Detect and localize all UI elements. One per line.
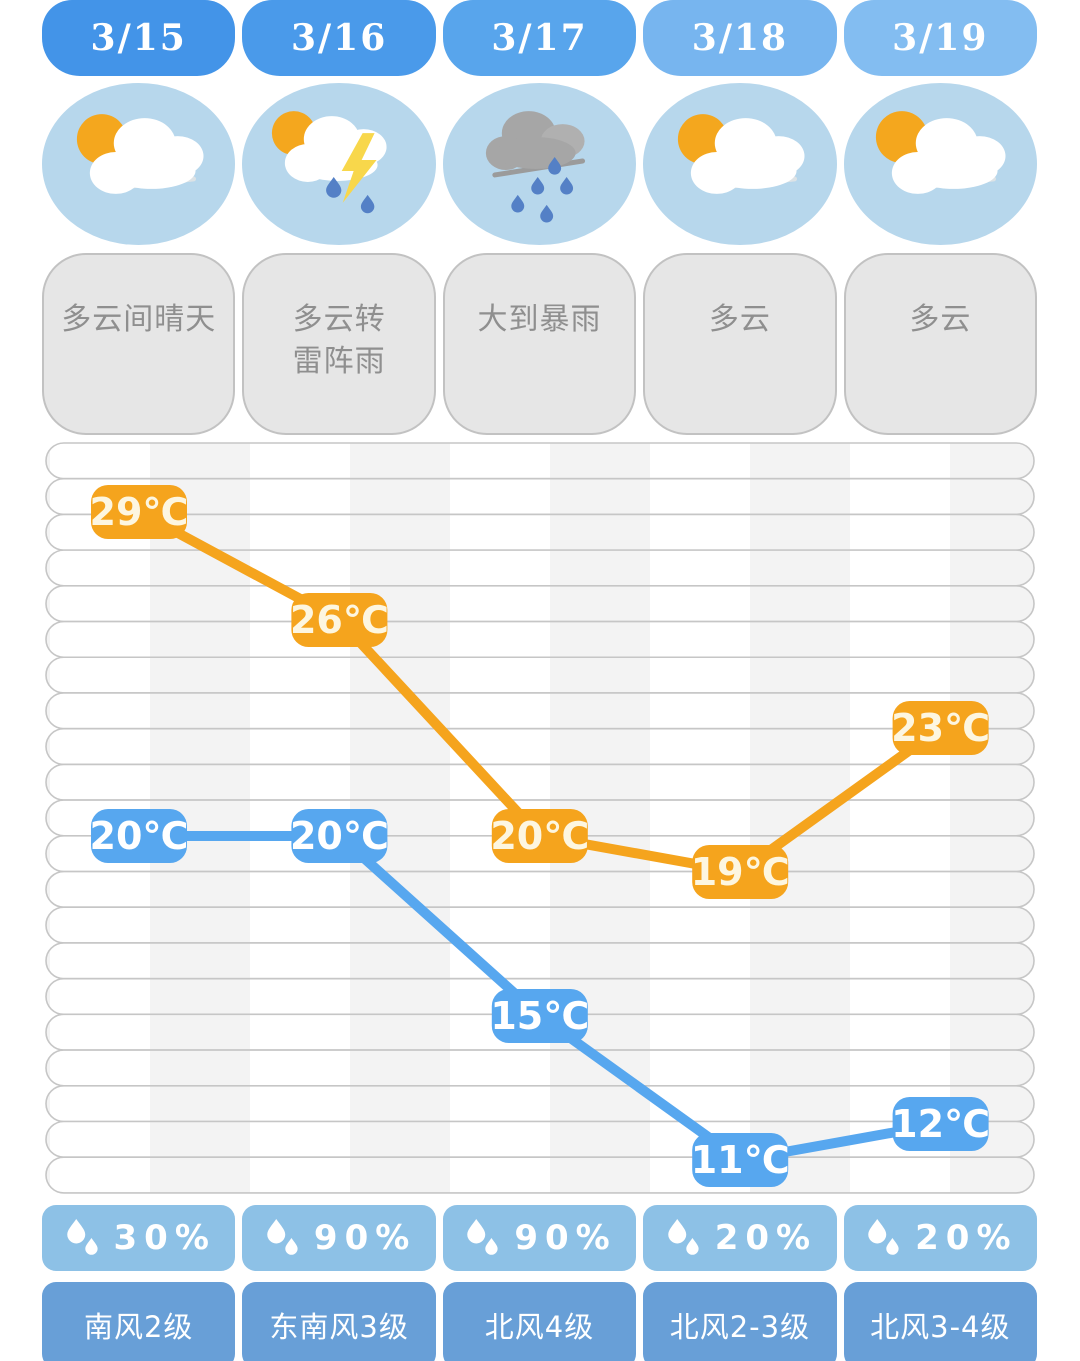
raindrops-icon — [868, 1219, 899, 1255]
wind-card: 北风3-4级 — [843, 1282, 1038, 1361]
wind-card: 东南风3级 — [242, 1282, 436, 1361]
precip-card: 90% — [242, 1205, 436, 1271]
condition-bubble: 多云 — [843, 253, 1038, 435]
high-temp-label: 20℃ — [490, 814, 589, 858]
condition-bubble: 多云间晴天 — [42, 253, 236, 435]
high-temp-label: 26℃ — [290, 598, 389, 642]
precipitation-row: 30% 90% 90% 20% 20% — [0, 1205, 1080, 1271]
condition-text: 多云转 雷阵雨 — [292, 302, 386, 379]
precip-value: 20% — [915, 1218, 1018, 1258]
cloudy-icon — [843, 83, 1038, 245]
condition-row: 多云间晴天 多云转 雷阵雨 大到暴雨 多云 多云 — [0, 253, 1080, 435]
precip-value: 30% — [113, 1218, 216, 1258]
date-tab-row: 3/15 3/16 3/17 3/18 3/19 — [0, 0, 1080, 76]
condition-text: 多云间晴天 — [61, 302, 217, 337]
wind-card: 北风4级 — [442, 1282, 637, 1361]
precip-card: 30% — [42, 1205, 236, 1271]
low-temp-label: 20℃ — [290, 814, 389, 858]
condition-text: 多云 — [909, 302, 972, 337]
high-temp-label: 29℃ — [90, 490, 189, 534]
raindrops-icon — [467, 1219, 498, 1255]
precip-value: 20% — [714, 1218, 818, 1258]
high-temp-label: 19℃ — [691, 850, 790, 894]
precip-card: 20% — [843, 1205, 1038, 1271]
precip-value: 90% — [514, 1218, 617, 1258]
condition-bubble: 多云转 雷阵雨 — [242, 253, 436, 435]
partly-cloudy-icon — [42, 83, 236, 245]
precip-value: 90% — [313, 1218, 417, 1258]
precip-card: 20% — [643, 1205, 837, 1271]
tab-day-5[interactable]: 3/19 — [843, 0, 1038, 76]
temperature-chart: 29℃ 26℃ 20℃ 19℃ 23℃ 20℃ 20℃ 15℃ 11℃ 12℃ — [0, 440, 1080, 1205]
raindrops-icon — [267, 1219, 298, 1255]
tab-day-2[interactable]: 3/16 — [242, 0, 436, 76]
condition-bubble: 大到暴雨 — [442, 253, 637, 435]
tab-day-1[interactable]: 3/15 — [42, 0, 236, 76]
precip-card: 90% — [442, 1205, 637, 1271]
wind-card: 南风2级 — [42, 1282, 236, 1361]
low-temp-label: 11℃ — [691, 1138, 790, 1182]
raindrops-icon — [66, 1219, 98, 1255]
condition-bubble: 多云 — [643, 253, 837, 435]
raindrops-icon — [667, 1219, 699, 1255]
low-temp-label: 20℃ — [90, 814, 189, 858]
tab-day-3[interactable]: 3/17 — [442, 0, 637, 76]
thunderstorm-icon — [242, 83, 436, 245]
weather-icon-row — [0, 83, 1080, 245]
high-temp-label: 23℃ — [891, 706, 990, 750]
wind-card: 北风2-3级 — [643, 1282, 837, 1361]
heavy-rain-icon — [442, 83, 637, 245]
condition-text: 大到暴雨 — [477, 302, 602, 337]
cloudy-icon — [643, 83, 837, 245]
wind-row: 南风2级 东南风3级 北风4级 北风2-3级 北风3-4级 — [0, 1282, 1080, 1361]
condition-text: 多云 — [708, 302, 771, 337]
low-temp-label: 15℃ — [490, 994, 589, 1038]
tab-day-4[interactable]: 3/18 — [643, 0, 837, 76]
low-temp-label: 12℃ — [891, 1102, 990, 1146]
